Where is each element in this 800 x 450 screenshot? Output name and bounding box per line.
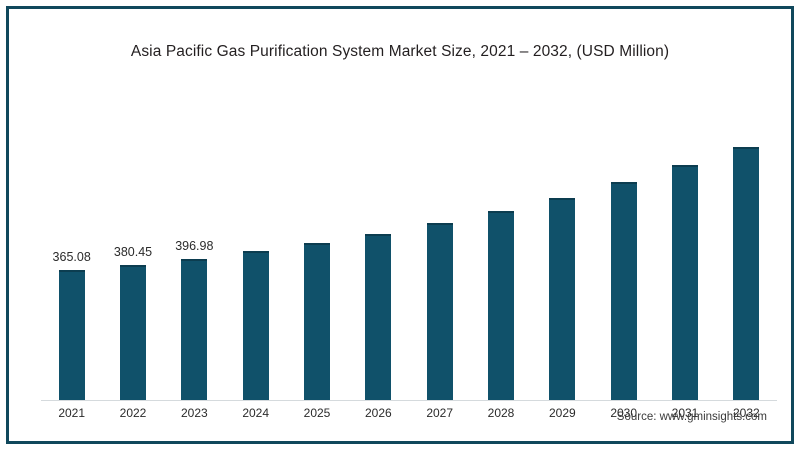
bar-slot: 396.98 <box>164 97 225 401</box>
bar[interactable] <box>242 250 269 401</box>
bar[interactable] <box>303 242 330 401</box>
bar[interactable] <box>610 181 637 401</box>
bar-slot <box>409 97 470 401</box>
bar[interactable] <box>671 165 698 401</box>
x-axis-line <box>41 400 777 401</box>
x-tick-label: 2032 <box>732 406 760 420</box>
x-tick-label: 2027 <box>426 406 454 420</box>
x-tick-label: 2024 <box>242 406 270 420</box>
chart-title: Asia Pacific Gas Purification System Mar… <box>130 43 670 60</box>
x-tick-label: 2022 <box>119 406 147 420</box>
x-tick-label: 2028 <box>487 406 515 420</box>
plot-area: 365.08 380.45 396.98 <box>41 97 777 401</box>
bar[interactable] <box>733 146 760 401</box>
bar-slot: 380.45 <box>102 97 163 401</box>
bar-slot <box>470 97 531 401</box>
bar-slot: 365.08 <box>41 97 102 401</box>
bar[interactable] <box>119 264 146 401</box>
bar-value-label: 396.98 <box>175 238 214 253</box>
bar-slot <box>225 97 286 401</box>
x-axis-tick-labels: 2021 2022 2023 2024 2025 2026 2027 2028 2029 2030… <box>41 403 777 425</box>
bar[interactable] <box>487 210 514 401</box>
source-attribution: Source: www.gminsights.com <box>616 411 767 423</box>
bar[interactable] <box>365 234 392 401</box>
x-tick-label: 2025 <box>303 406 331 420</box>
x-tick-label: 2021 <box>58 406 86 420</box>
bar[interactable] <box>181 258 208 401</box>
bar-slot <box>348 97 409 401</box>
bar-slot <box>593 97 654 401</box>
bar[interactable] <box>426 222 453 401</box>
bar[interactable] <box>58 269 85 401</box>
bar[interactable] <box>549 197 576 401</box>
x-tick-label: 2029 <box>548 406 576 420</box>
x-tick-label: 2031 <box>671 406 699 420</box>
x-tick-label: 2023 <box>180 406 208 420</box>
bar-value-label: 380.45 <box>113 244 153 259</box>
x-tick-label: 2026 <box>364 406 392 420</box>
bar-value-label: 365.08 <box>52 249 91 264</box>
bar-slot <box>532 97 593 401</box>
chart-frame: Asia Pacific Gas Purification System Mar… <box>6 6 794 444</box>
bar-slot <box>654 97 715 401</box>
bar-slot <box>286 97 347 401</box>
bar-slot <box>716 97 777 401</box>
bar-series: 365.08 380.45 396.98 <box>41 97 777 401</box>
x-tick-label: 2030 <box>610 406 638 420</box>
